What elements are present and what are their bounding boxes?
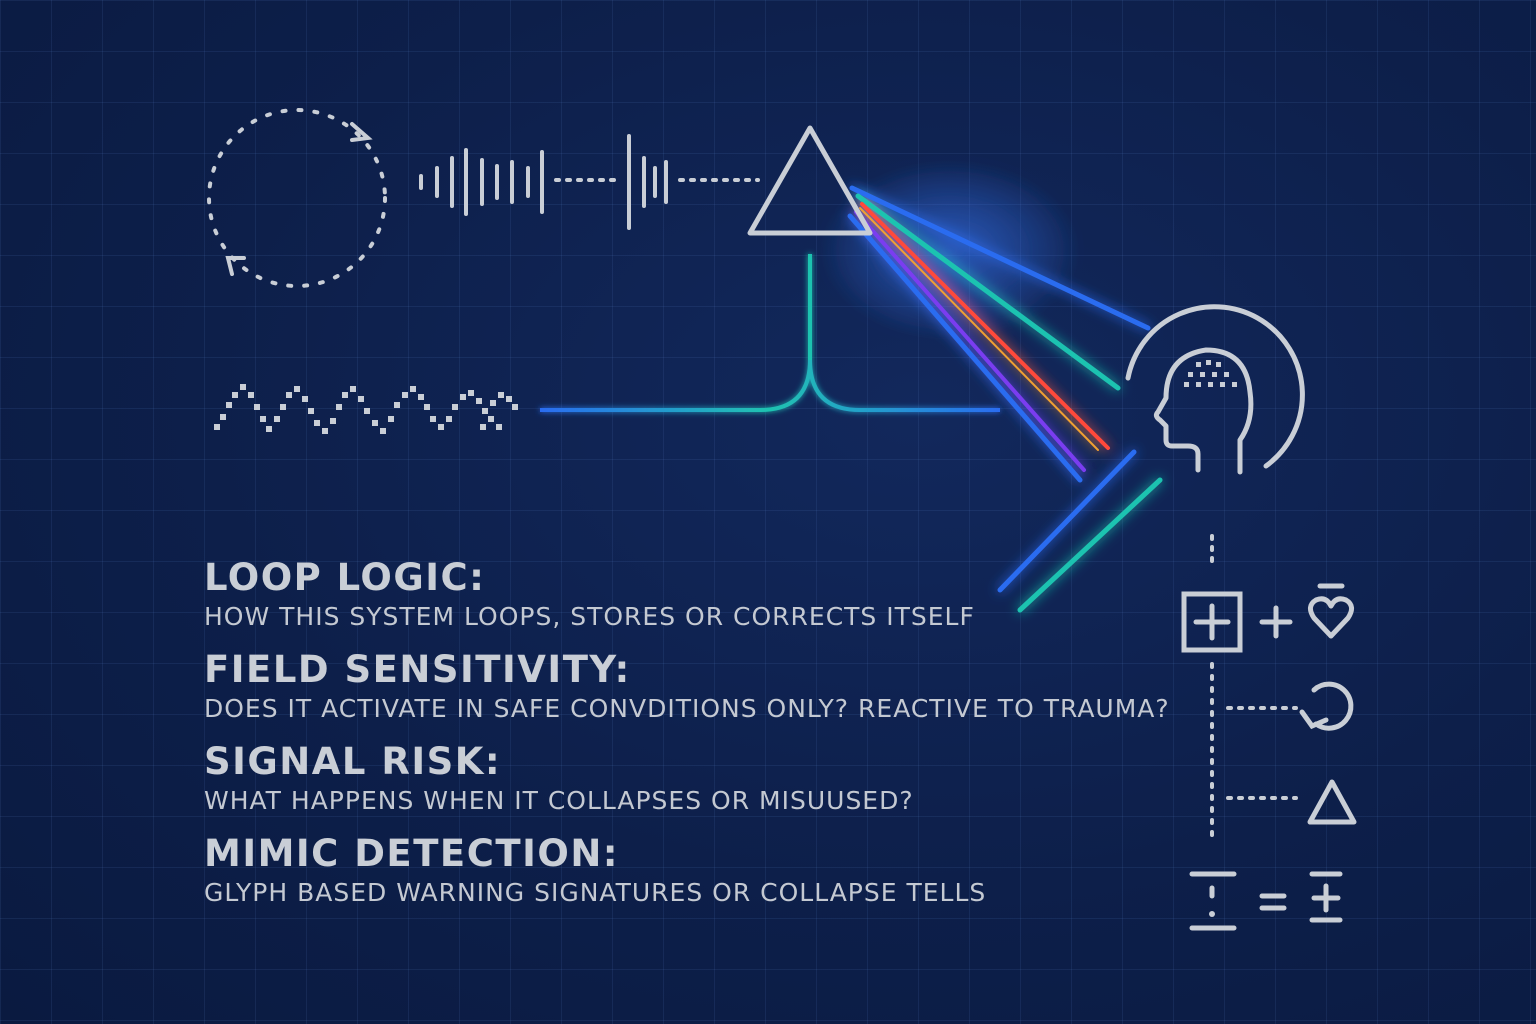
head-profile-icon: [1125, 304, 1305, 475]
section-heading: MIMIC DETECTION:: [204, 832, 620, 875]
section-description: HOW THIS SYSTEM LOOPS, STORES OR CORRECT…: [204, 602, 975, 631]
text-sections: LOOP LOGIC: HOW THIS SYSTEM LOOPS, STORE…: [204, 555, 1184, 923]
refresh-loop-icon: [1299, 681, 1354, 731]
dispersion-beams: [820, 160, 1163, 613]
heart-icon: [1308, 583, 1354, 639]
plus-box-icon: [1181, 591, 1243, 653]
section-signal-risk: SIGNAL RISK: WHAT HAPPENS WHEN IT COLLAP…: [204, 739, 1184, 817]
section-heading: LOOP LOGIC:: [204, 556, 486, 599]
glyph-tree: [1210, 534, 1298, 842]
pixel-wave-icon: [214, 384, 518, 434]
loop-cycle-icon: [207, 108, 387, 288]
section-heading: FIELD SENSITIVITY:: [204, 648, 631, 691]
waveform-icon: [419, 134, 760, 230]
prism-icon: [747, 125, 873, 236]
section-description: GLYPH BASED WARNING SIGNATURES OR COLLAP…: [204, 878, 987, 907]
triangle-icon: [1307, 779, 1357, 825]
section-field-sensitivity: FIELD SENSITIVITY: DOES IT ACTIVATE IN S…: [204, 647, 1184, 725]
section-description: DOES IT ACTIVATE IN SAFE CONVDITIONS ONL…: [204, 694, 1170, 723]
mind-dots: [1184, 360, 1237, 387]
section-mimic-detection: MIMIC DETECTION: GLYPH BASED WARNING SIG…: [204, 831, 1184, 909]
plus-minus-icon: [1309, 871, 1343, 923]
plus-icon: [1259, 605, 1293, 639]
divide-icon: [1189, 871, 1237, 931]
equals-icon: [1259, 893, 1287, 911]
section-description: WHAT HAPPENS WHEN IT COLLAPSES OR MISUUS…: [204, 786, 914, 815]
fork-connector: [540, 254, 1000, 412]
section-loop-logic: LOOP LOGIC: HOW THIS SYSTEM LOOPS, STORE…: [204, 555, 1184, 633]
section-heading: SIGNAL RISK:: [204, 740, 502, 783]
